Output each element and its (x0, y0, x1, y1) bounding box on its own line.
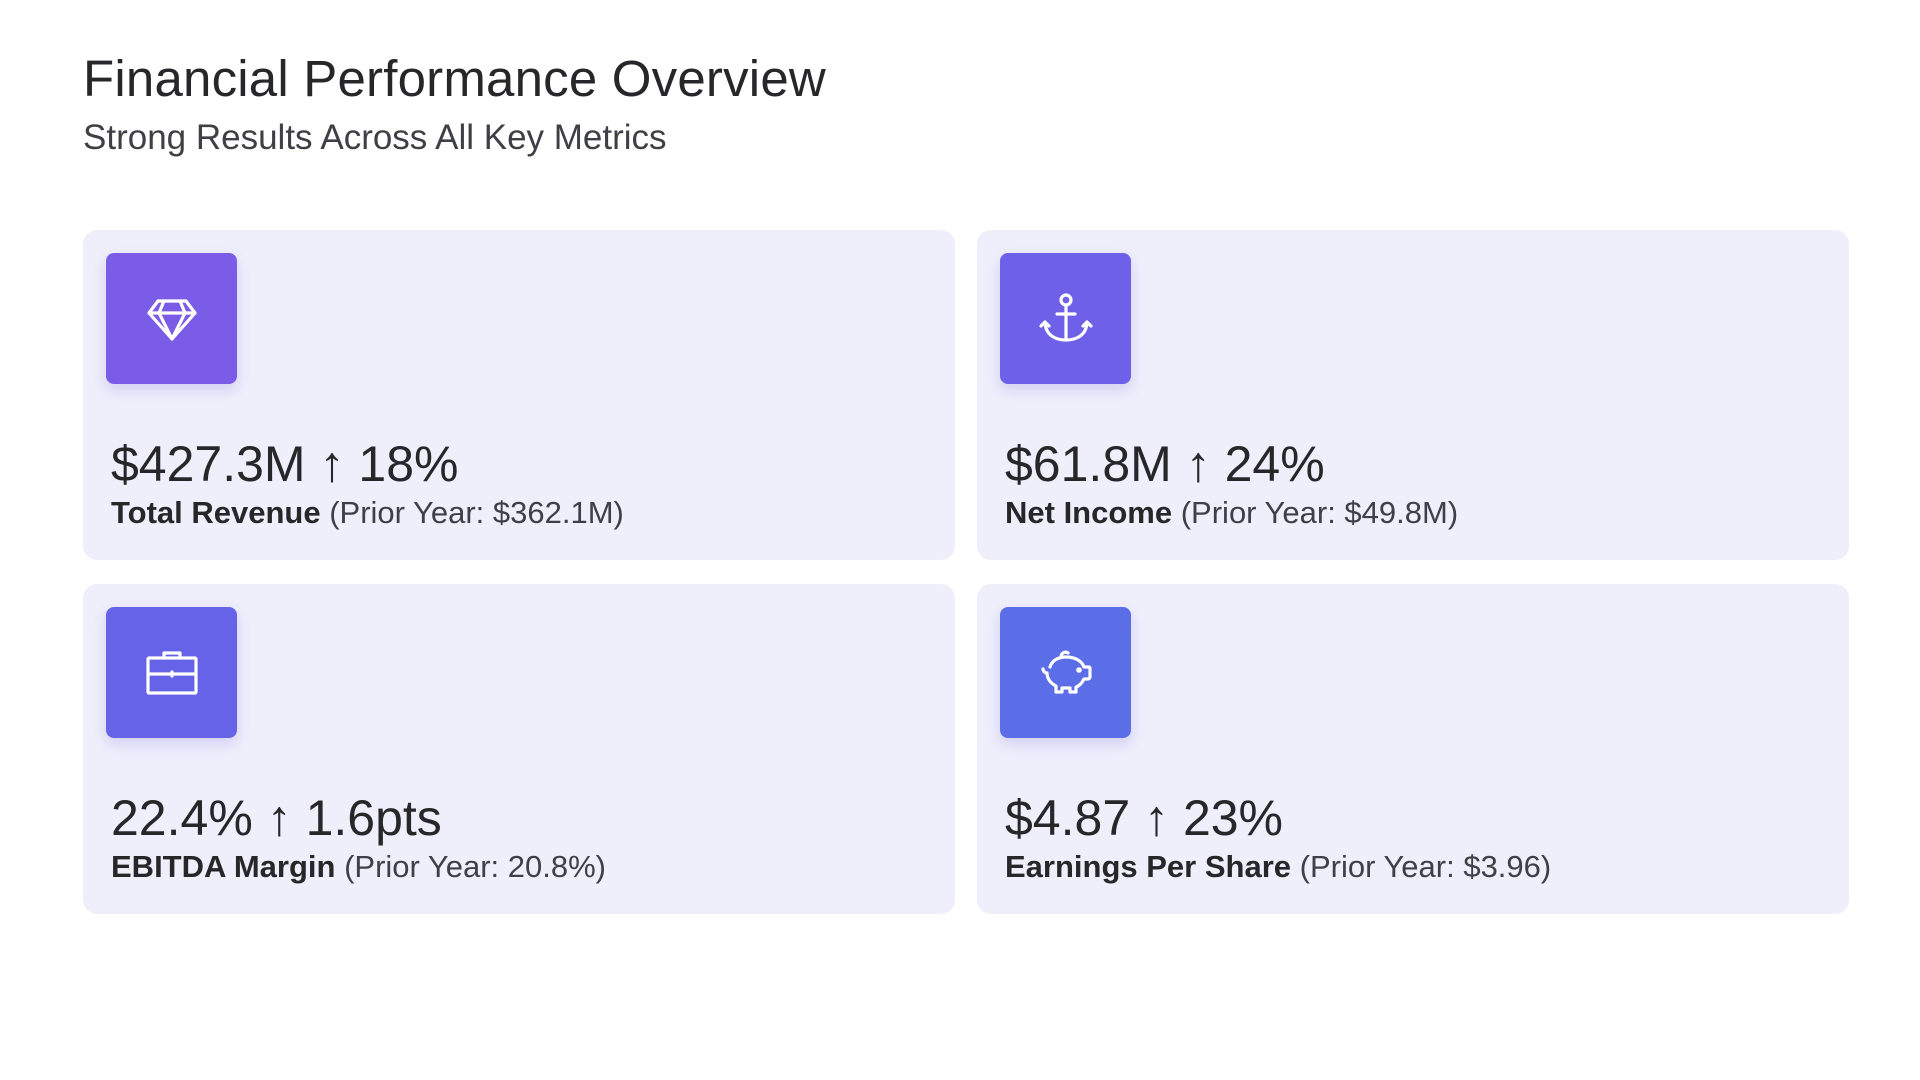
metric-value-line: $61.8M ↑ 24% (1005, 434, 1325, 494)
metric-detail-line: Net Income (Prior Year: $49.8M) (1005, 493, 1458, 533)
metric-label: EBITDA Margin (111, 849, 336, 884)
metric-value: $427.3M (111, 436, 306, 492)
metric-card-total-revenue: $427.3M ↑ 18% Total Revenue (Prior Year:… (83, 230, 955, 560)
metric-detail-line: EBITDA Margin (Prior Year: 20.8%) (111, 847, 606, 887)
metric-card-ebitda-margin: 22.4% ↑ 1.6pts EBITDA Margin (Prior Year… (83, 584, 955, 914)
trend-up-arrow: ↑ (266, 790, 292, 846)
icon-tile (106, 607, 237, 738)
diamond-icon (146, 298, 197, 341)
metrics-grid: $427.3M ↑ 18% Total Revenue (Prior Year:… (83, 230, 1849, 914)
icon-tile (106, 253, 237, 384)
metric-label: Earnings Per Share (1005, 849, 1292, 884)
metric-value-line: $4.87 ↑ 23% (1005, 788, 1283, 848)
metric-card-net-income: $61.8M ↑ 24% Net Income (Prior Year: $49… (977, 230, 1849, 560)
briefcase-icon (145, 650, 198, 695)
prior-year-value: (Prior Year: $49.8M) (1180, 495, 1459, 530)
metric-label: Total Revenue (111, 495, 321, 530)
metric-detail-line: Earnings Per Share (Prior Year: $3.96) (1005, 847, 1551, 887)
metric-value-line: 22.4% ↑ 1.6pts (111, 788, 442, 848)
trend-up-arrow: ↑ (1185, 436, 1211, 492)
metric-change: 1.6pts (305, 790, 442, 846)
metric-value-line: $427.3M ↑ 18% (111, 434, 458, 494)
metric-label: Net Income (1005, 495, 1173, 530)
metric-value: $4.87 (1005, 790, 1131, 846)
metric-change: 24% (1224, 436, 1325, 492)
metric-value: $61.8M (1005, 436, 1172, 492)
header: Financial Performance Overview Strong Re… (83, 46, 826, 162)
piggy-bank-icon (1040, 650, 1092, 694)
trend-up-arrow: ↑ (319, 436, 345, 492)
trend-up-arrow: ↑ (1144, 790, 1170, 846)
icon-tile (1000, 253, 1131, 384)
page-title: Financial Performance Overview (83, 50, 826, 107)
prior-year-value: (Prior Year: 20.8%) (344, 849, 607, 884)
page-subtitle: Strong Results Across All Key Metrics (83, 118, 667, 157)
metric-detail-line: Total Revenue (Prior Year: $362.1M) (111, 493, 624, 533)
metric-value: 22.4% (111, 790, 253, 846)
anchor-icon (1038, 292, 1093, 342)
prior-year-value: (Prior Year: $3.96) (1299, 849, 1552, 884)
prior-year-value: (Prior Year: $362.1M) (329, 495, 624, 530)
metric-change: 23% (1182, 790, 1284, 846)
metric-card-earnings-per-share: $4.87 ↑ 23% Earnings Per Share (Prior Ye… (977, 584, 1849, 914)
metric-change: 18% (358, 436, 459, 492)
icon-tile (1000, 607, 1131, 738)
